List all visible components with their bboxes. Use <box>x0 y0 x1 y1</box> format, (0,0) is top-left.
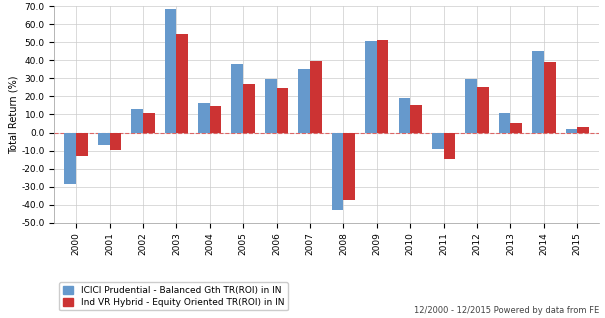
Bar <box>165 9 177 133</box>
Bar <box>377 40 388 133</box>
Y-axis label: Total Return (%): Total Return (%) <box>8 75 19 154</box>
Bar <box>76 133 88 156</box>
Bar <box>232 64 243 133</box>
Bar <box>265 79 276 133</box>
Bar <box>465 79 477 133</box>
Bar <box>65 133 76 184</box>
Bar <box>477 87 489 133</box>
Bar <box>131 109 143 133</box>
Bar <box>410 105 422 133</box>
Bar <box>566 129 577 133</box>
Bar <box>365 41 377 133</box>
Bar <box>110 133 121 149</box>
Bar <box>332 133 344 210</box>
Bar <box>399 98 410 133</box>
Bar <box>198 103 210 133</box>
Bar <box>532 52 544 133</box>
Bar <box>98 133 110 145</box>
Bar <box>499 113 511 133</box>
Bar <box>443 133 456 159</box>
Bar <box>243 84 255 133</box>
Bar <box>544 62 555 133</box>
Text: 12/2000 - 12/2015 Powered by data from FE: 12/2000 - 12/2015 Powered by data from F… <box>414 306 599 315</box>
Bar <box>298 68 310 133</box>
Bar <box>511 122 522 133</box>
Bar <box>310 61 322 133</box>
Bar <box>210 106 221 133</box>
Bar <box>276 88 289 133</box>
Bar <box>143 113 155 133</box>
Bar <box>177 34 188 133</box>
Legend: ICICI Prudential - Balanced Gth TR(ROI) in IN, Ind VR Hybrid - Equity Oriented T: ICICI Prudential - Balanced Gth TR(ROI) … <box>59 282 288 310</box>
Bar <box>577 127 589 133</box>
Bar <box>344 133 355 200</box>
Bar <box>432 133 443 149</box>
